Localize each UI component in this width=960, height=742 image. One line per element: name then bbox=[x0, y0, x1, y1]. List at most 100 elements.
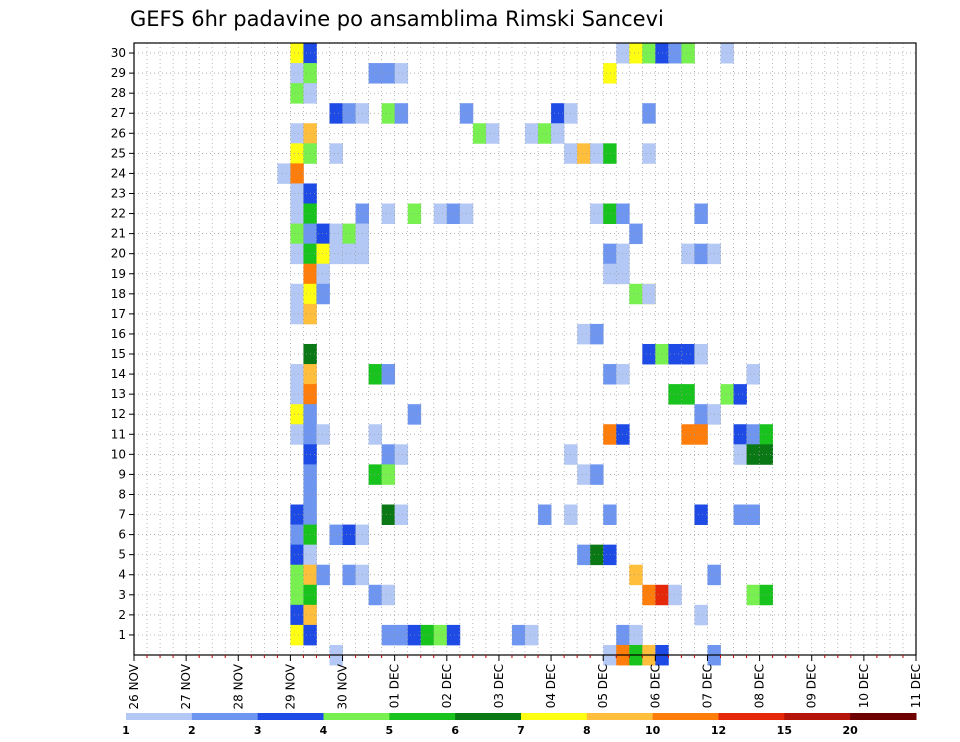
heatmap-cell bbox=[694, 203, 708, 224]
x-axis: 26 NOV 27 NOV 28 NOV 29 NOV 30 NOV 01 DEC 02 D… bbox=[127, 655, 923, 710]
x-tick-label: 10 DEC bbox=[857, 664, 871, 708]
heatmap-cell bbox=[668, 343, 682, 365]
heatmap-cell bbox=[290, 364, 304, 385]
heatmap-cell bbox=[277, 163, 291, 184]
heatmap-cell bbox=[733, 384, 747, 405]
heatmap-cell bbox=[590, 143, 604, 164]
legend-label: 20 bbox=[843, 724, 859, 737]
x-tick-label: 02 DEC bbox=[440, 664, 454, 708]
x-tick-label: 01 DEC bbox=[388, 664, 402, 708]
heatmap-cell bbox=[681, 424, 695, 445]
y-tick-label: 4 bbox=[118, 568, 126, 582]
heatmap-cell bbox=[316, 564, 330, 586]
y-tick-label: 22 bbox=[111, 207, 126, 221]
x-tick-label: 07 DEC bbox=[700, 664, 714, 708]
heatmap-cell bbox=[642, 343, 656, 365]
heatmap-cell bbox=[290, 243, 304, 265]
y-tick-label: 14 bbox=[111, 367, 126, 381]
heatmap-cell bbox=[603, 143, 617, 164]
heatmap-cell bbox=[290, 283, 304, 305]
heatmap-cell bbox=[603, 424, 617, 445]
legend-swatch bbox=[455, 713, 522, 720]
y-tick-label: 3 bbox=[118, 588, 126, 602]
heatmap-cell bbox=[694, 504, 708, 525]
heatmap-cell bbox=[720, 43, 734, 64]
heatmap-cell bbox=[694, 404, 708, 425]
heatmap-cell bbox=[733, 424, 747, 445]
heatmap-cell bbox=[603, 203, 617, 224]
heatmap-cell bbox=[681, 243, 695, 265]
legend-swatch bbox=[718, 713, 785, 720]
heatmap-cell bbox=[381, 63, 396, 84]
heatmap-cell bbox=[394, 504, 409, 525]
heatmap-cell bbox=[577, 143, 591, 164]
y-tick-label: 28 bbox=[111, 86, 126, 100]
y-tick-label: 25 bbox=[111, 146, 126, 160]
heatmap-cell bbox=[329, 103, 343, 124]
legend-swatch bbox=[191, 713, 259, 720]
heatmap-cell bbox=[746, 364, 760, 385]
heatmap-cell bbox=[316, 283, 330, 305]
heatmap-cell bbox=[342, 564, 356, 586]
heatmap-cell bbox=[290, 384, 304, 405]
y-tick-label: 26 bbox=[111, 126, 126, 140]
heatmap-cell bbox=[603, 504, 617, 525]
x-tick-label: 26 NOV bbox=[127, 663, 141, 709]
heatmap-cell bbox=[642, 584, 656, 606]
y-tick-label: 7 bbox=[118, 508, 126, 522]
heatmap-cell bbox=[290, 524, 304, 546]
heatmap-cell bbox=[590, 544, 604, 566]
heatmap-cell bbox=[316, 263, 330, 285]
heatmap-cell bbox=[681, 43, 695, 64]
heatmap-cell bbox=[368, 584, 383, 606]
legend-swatch bbox=[257, 713, 324, 720]
x-tick-label: 09 DEC bbox=[805, 664, 819, 708]
legend-label: 4 bbox=[320, 724, 328, 737]
x-tick-label: 03 DEC bbox=[492, 664, 506, 708]
x-tick-label: 28 NOV bbox=[231, 663, 245, 709]
heatmap-cell bbox=[446, 203, 461, 224]
heatmap-cell bbox=[290, 203, 304, 224]
heatmap-cell bbox=[577, 464, 591, 485]
heatmap-cell bbox=[629, 43, 643, 64]
heatmap-cell bbox=[368, 464, 383, 485]
heatmap-cell bbox=[472, 123, 487, 144]
heatmap-cell bbox=[603, 263, 617, 285]
x-tick-label: 08 DEC bbox=[753, 664, 767, 708]
y-tick-label: 30 bbox=[111, 46, 126, 60]
heatmap-cell bbox=[290, 63, 304, 84]
heatmap-cell bbox=[551, 103, 565, 124]
legend-swatch bbox=[784, 713, 851, 720]
legend-swatch bbox=[586, 713, 654, 720]
heatmap-cell bbox=[420, 624, 435, 646]
legend-label: 10 bbox=[645, 724, 661, 737]
heatmap-cell bbox=[720, 384, 734, 405]
heatmap-cell bbox=[368, 424, 383, 445]
legend-label: 5 bbox=[386, 724, 394, 737]
heatmap-cell bbox=[590, 203, 604, 224]
heatmap-cell bbox=[329, 524, 343, 546]
heatmap-cell bbox=[394, 624, 409, 646]
x-tick-label: 27 NOV bbox=[179, 663, 193, 709]
legend-swatch bbox=[652, 713, 719, 720]
heatmap-cell bbox=[525, 624, 539, 646]
heatmap-cell bbox=[368, 63, 383, 84]
y-tick-label: 17 bbox=[111, 307, 126, 321]
heatmap-cell bbox=[642, 143, 656, 164]
legend-swatch bbox=[850, 713, 917, 720]
heatmap-cell bbox=[342, 524, 356, 546]
heatmap-cell bbox=[290, 604, 304, 626]
heatmap-cell bbox=[381, 504, 396, 525]
y-tick-label: 8 bbox=[118, 487, 126, 501]
heatmap-cell bbox=[629, 223, 643, 245]
heatmap-cell bbox=[642, 43, 656, 64]
heatmap-cell bbox=[590, 323, 604, 345]
heatmap-cell bbox=[668, 43, 682, 64]
legend-swatch bbox=[323, 713, 390, 720]
y-tick-label: 20 bbox=[111, 247, 126, 261]
heatmap-cell bbox=[329, 223, 343, 245]
heatmap-cell bbox=[290, 163, 304, 184]
x-tick-label: 30 NOV bbox=[336, 663, 350, 709]
heatmap-cell bbox=[316, 223, 330, 245]
